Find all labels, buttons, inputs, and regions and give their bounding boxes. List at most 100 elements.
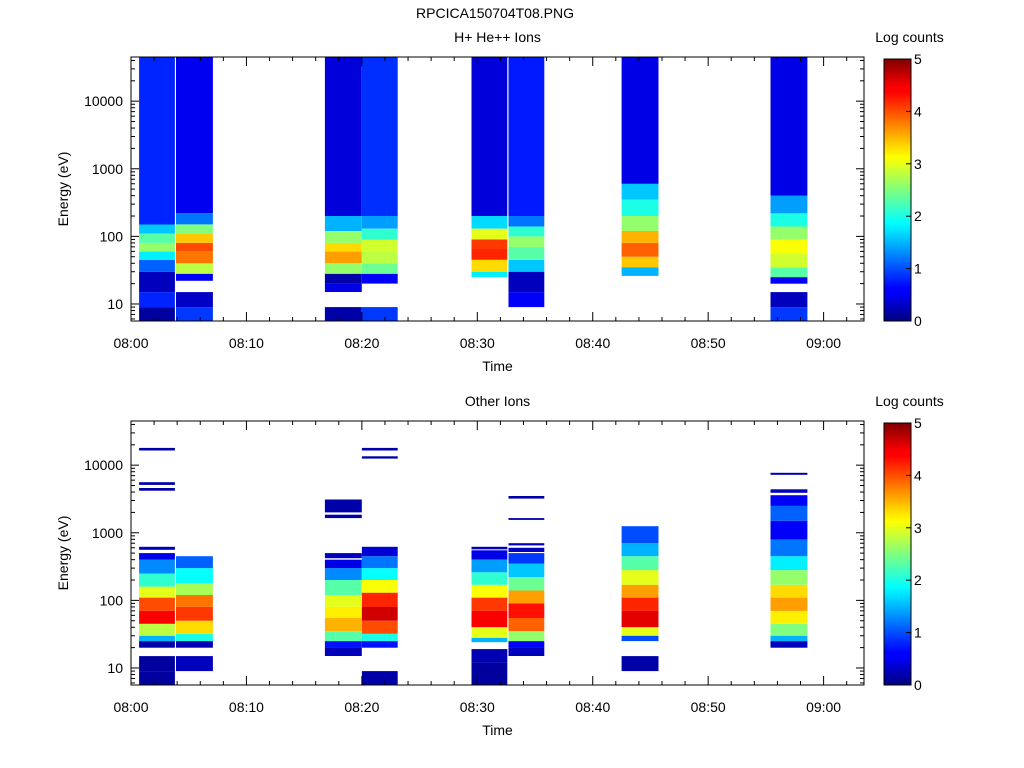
energy-bin xyxy=(770,57,808,196)
energy-bin xyxy=(139,271,175,293)
energy-bin xyxy=(471,239,508,250)
energy-bin xyxy=(324,568,362,580)
energy-bin xyxy=(324,559,362,569)
energy-bin xyxy=(176,242,213,252)
energy-bin xyxy=(176,583,213,595)
energy-bin xyxy=(471,649,508,663)
energy-bin xyxy=(139,553,175,560)
x-tick-label: 08:00 xyxy=(113,335,148,351)
x-tick-label: 08:50 xyxy=(691,699,726,715)
colorbar-tick-label: 2 xyxy=(914,572,922,588)
energy-bin xyxy=(471,584,508,598)
energy-bin xyxy=(471,228,508,240)
energy-bin xyxy=(324,553,362,559)
figure-title: RPCICA150704T08.PNG xyxy=(416,5,574,21)
energy-bin xyxy=(361,307,398,321)
energy-bin xyxy=(324,595,362,607)
energy-bin xyxy=(471,57,508,216)
energy-bin xyxy=(770,610,808,624)
energy-bin xyxy=(176,307,213,321)
energy-bin xyxy=(770,213,808,227)
energy-bin xyxy=(770,556,808,571)
energy-bin xyxy=(176,273,213,281)
x-axis: 08:00 08:10 08:20 08:30 08:40 08:50 09:00 Time xyxy=(113,57,848,374)
time-column xyxy=(176,556,213,672)
y-tick-label: 10 xyxy=(107,660,123,676)
spectrogram-data xyxy=(139,57,808,321)
energy-bin xyxy=(508,577,545,591)
energy-bin xyxy=(361,273,398,284)
y-tick-label: 10000 xyxy=(84,93,123,109)
energy-bin xyxy=(139,307,175,321)
energy-bin xyxy=(324,631,362,642)
y-tick-label: 100 xyxy=(100,592,124,608)
energy-bin xyxy=(176,633,213,641)
energy-bin xyxy=(621,597,659,611)
colorbar-tick-label: 1 xyxy=(914,625,922,641)
energy-bin xyxy=(621,267,659,276)
x-tick-label: 08:20 xyxy=(344,699,379,715)
x-tick-label: 08:50 xyxy=(691,335,726,351)
panel-title: Other Ions xyxy=(465,393,530,409)
energy-bin xyxy=(770,495,808,506)
time-column xyxy=(139,57,175,321)
energy-bin xyxy=(770,641,808,648)
energy-bin xyxy=(176,57,213,214)
colorbar-label: Log counts xyxy=(875,29,944,45)
energy-bin xyxy=(139,546,175,550)
energy-bin xyxy=(471,249,508,260)
x-tick-label: 08:40 xyxy=(575,699,610,715)
energy-bin xyxy=(176,224,213,234)
time-column xyxy=(471,546,508,685)
energy-bin xyxy=(176,251,213,264)
x-tick-label: 08:40 xyxy=(575,335,610,351)
colorbar-tick-label: 2 xyxy=(914,208,922,224)
time-column xyxy=(471,57,508,278)
energy-bin xyxy=(770,226,808,240)
x-tick-label: 08:00 xyxy=(113,699,148,715)
energy-bin xyxy=(508,259,545,272)
energy-bin xyxy=(621,656,659,672)
x-tick-label: 09:00 xyxy=(806,699,841,715)
time-column xyxy=(621,57,659,276)
energy-bin xyxy=(770,505,808,521)
energy-bin xyxy=(361,228,398,240)
colorbar-tick-label: 5 xyxy=(914,51,922,67)
energy-bin xyxy=(621,526,659,544)
y-tick-label: 100 xyxy=(100,228,124,244)
colorbar-label: Log counts xyxy=(875,393,944,409)
energy-bin xyxy=(139,259,175,272)
energy-bin xyxy=(621,627,659,636)
energy-bin xyxy=(621,242,659,257)
energy-bin xyxy=(139,292,175,308)
energy-bin xyxy=(770,307,808,321)
energy-bin xyxy=(361,556,398,569)
energy-bin xyxy=(361,263,398,274)
y-tick-label: 10 xyxy=(107,296,123,312)
energy-bin xyxy=(770,277,808,284)
y-tick-label: 1000 xyxy=(92,525,123,541)
energy-bin xyxy=(471,572,508,585)
energy-bin xyxy=(621,216,659,231)
energy-bin xyxy=(471,637,508,643)
energy-bin xyxy=(471,546,508,550)
x-axis-label: Time xyxy=(482,722,513,738)
energy-bin xyxy=(139,623,175,636)
energy-bin xyxy=(770,267,808,278)
energy-bin xyxy=(770,472,808,475)
energy-bin xyxy=(770,597,808,611)
energy-bin xyxy=(770,520,808,540)
energy-bin xyxy=(621,231,659,243)
energy-bin xyxy=(361,641,398,648)
energy-bin xyxy=(139,586,175,598)
energy-bin xyxy=(361,251,398,264)
energy-bin xyxy=(471,662,508,685)
energy-bin xyxy=(770,489,808,493)
energy-bin xyxy=(770,253,808,268)
energy-bin xyxy=(621,256,659,268)
energy-bin xyxy=(361,620,398,634)
energy-bin xyxy=(139,57,175,225)
energy-bin xyxy=(324,242,362,252)
energy-bin xyxy=(508,553,545,564)
